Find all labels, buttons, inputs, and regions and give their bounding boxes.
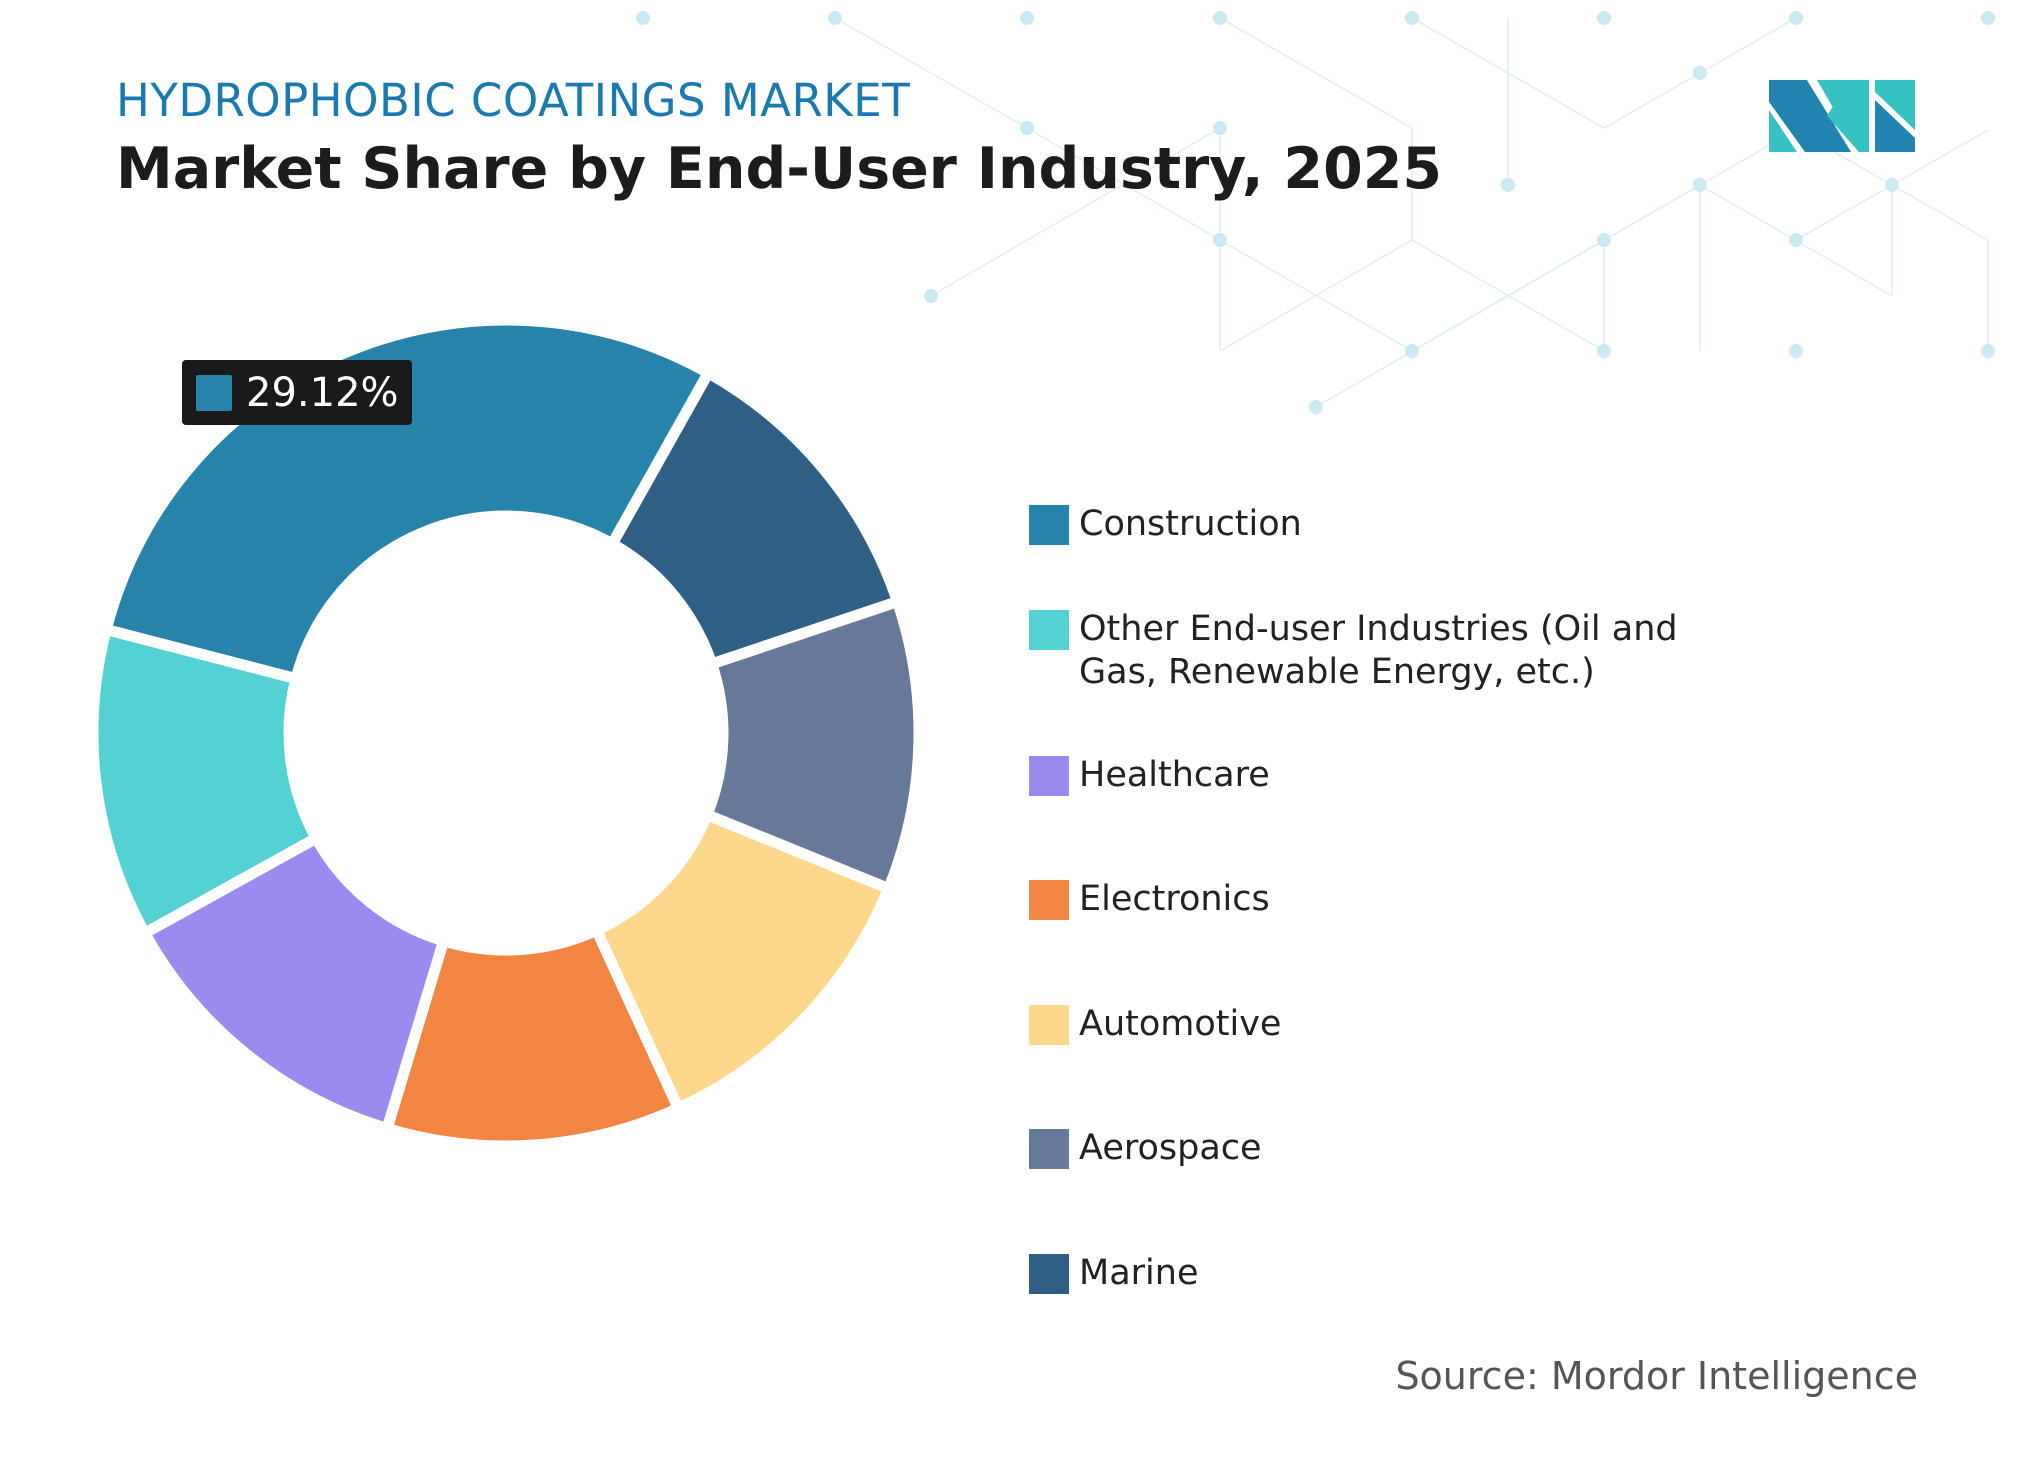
- donut-chart: [87, 314, 925, 1152]
- chart-title: Market Share by End-User Industry, 2025: [116, 136, 1443, 202]
- donut-slice-electronics: [380, 922, 686, 1152]
- chart-subtitle: HYDROPHOBIC COATINGS MARKET: [116, 74, 911, 127]
- pattern-dot: [1020, 11, 1034, 25]
- pattern-line: [1026, 127, 1221, 241]
- pattern-dot: [1597, 11, 1611, 25]
- donut-slice-aerospace: [699, 594, 925, 896]
- pattern-line: [1219, 17, 1413, 129]
- pattern-dot: [1405, 11, 1419, 25]
- pattern-dot: [1693, 66, 1707, 80]
- donut-slice-other: [87, 622, 324, 941]
- legend-label: Marine: [1079, 1253, 1199, 1293]
- legend-swatch: [1029, 505, 1069, 545]
- donut-slice-automotive: [589, 807, 896, 1116]
- legend-swatch: [1029, 1254, 1069, 1294]
- legend-label: Automotive: [1079, 1004, 1282, 1044]
- legend-label: Other End-user Industries (Oil and Gas, …: [1079, 609, 1678, 692]
- legend-item: Automotive: [1029, 1003, 1729, 1046]
- pattern-dot: [1693, 178, 1707, 192]
- legend-swatch: [1029, 1129, 1069, 1169]
- pattern-dot: [1213, 121, 1227, 135]
- pattern-dot: [1789, 344, 1803, 358]
- pattern-dot: [1981, 344, 1995, 358]
- donut-slice-marine: [604, 365, 905, 671]
- legend-item: Construction: [1029, 503, 1729, 546]
- pattern-dot: [1597, 344, 1611, 358]
- pattern-line: [930, 127, 1221, 297]
- pattern-dot: [1789, 11, 1803, 25]
- pattern-dot: [1213, 11, 1227, 25]
- data-label-construction: 29.12%: [182, 360, 412, 425]
- mordor-intelligence-logo: [1769, 80, 1915, 152]
- data-label-value: 29.12%: [246, 369, 399, 416]
- pattern-dot: [1885, 178, 1899, 192]
- pattern-dot: [1020, 121, 1034, 135]
- legend-label: Electronics: [1079, 879, 1270, 919]
- legend-item: Aerospace: [1029, 1127, 1729, 1170]
- legend-item: Other End-user Industries (Oil and Gas, …: [1029, 608, 1729, 694]
- donut-slice-healthcare: [137, 830, 451, 1136]
- legend-item: Marine: [1029, 1252, 1729, 1295]
- legend-label: Healthcare: [1079, 755, 1270, 795]
- legend-swatch: [1029, 610, 1069, 650]
- pattern-dot: [1309, 400, 1323, 414]
- pattern-dot: [1501, 178, 1515, 192]
- legend-swatch: [1029, 880, 1069, 920]
- legend-item: Electronics: [1029, 878, 1729, 921]
- pattern-dot: [924, 289, 938, 303]
- legend-item: Healthcare: [1029, 754, 1729, 797]
- pattern-dot: [1213, 233, 1227, 247]
- legend-label: Construction: [1079, 504, 1302, 544]
- pattern-dot: [1597, 233, 1611, 247]
- pattern-dot: [636, 11, 650, 25]
- pattern-dot: [1981, 11, 1995, 25]
- pattern-dot: [828, 11, 842, 25]
- data-label-swatch: [196, 374, 232, 411]
- pattern-dot: [1405, 344, 1419, 358]
- source-note: Source: Mordor Intelligence: [1395, 1354, 1918, 1398]
- pattern-dot: [1789, 233, 1803, 247]
- legend-swatch: [1029, 1005, 1069, 1045]
- legend-label: Aerospace: [1079, 1128, 1262, 1168]
- pattern-line: [834, 17, 1028, 129]
- legend-swatch: [1029, 756, 1069, 796]
- pattern-line: [1219, 239, 1413, 352]
